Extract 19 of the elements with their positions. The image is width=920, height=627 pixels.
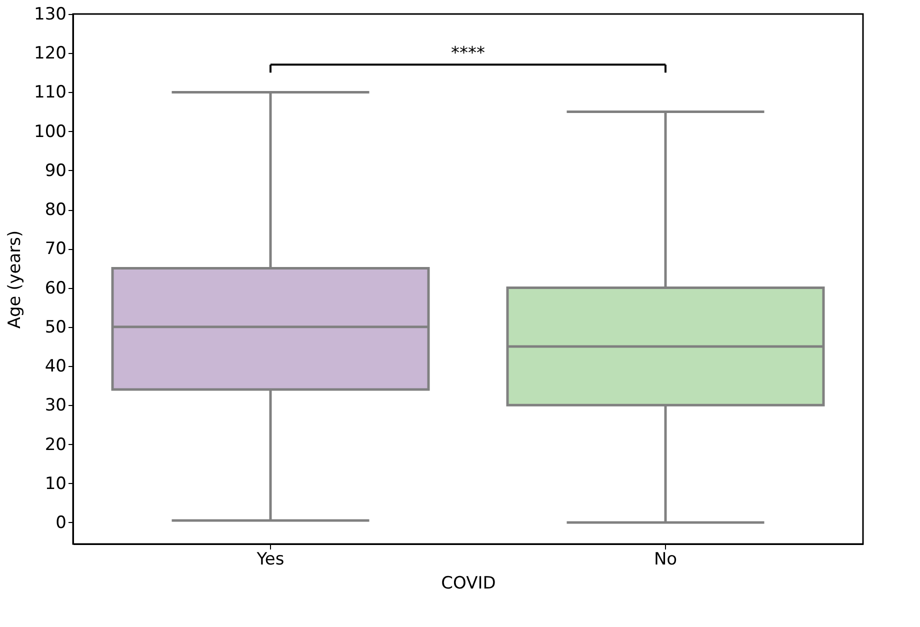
y-tick-label: 90 xyxy=(44,160,66,181)
y-tick-label: 110 xyxy=(34,82,66,103)
x-axis-title: COVID xyxy=(441,574,496,594)
y-tick-label: 40 xyxy=(44,356,66,377)
y-tick-label: 20 xyxy=(44,434,66,455)
annotation: **** xyxy=(451,44,485,64)
y-axis-title: Age (years) xyxy=(5,230,26,329)
y-tick-label: 30 xyxy=(44,396,66,416)
y-tick-label: 10 xyxy=(44,474,66,494)
y-tick-label: 60 xyxy=(44,278,66,298)
y-tick-label: 0 xyxy=(56,512,66,533)
y-tick-label: 120 xyxy=(34,44,66,64)
x-tick-label: No xyxy=(654,550,678,570)
y-tick-label: 130 xyxy=(34,4,66,24)
y-tick-label: 100 xyxy=(34,122,66,142)
y-tick-label: 50 xyxy=(44,317,66,338)
x-tick-label: Yes xyxy=(256,550,284,570)
y-tick-label: 70 xyxy=(44,239,66,260)
y-tick-label: 80 xyxy=(44,200,66,220)
